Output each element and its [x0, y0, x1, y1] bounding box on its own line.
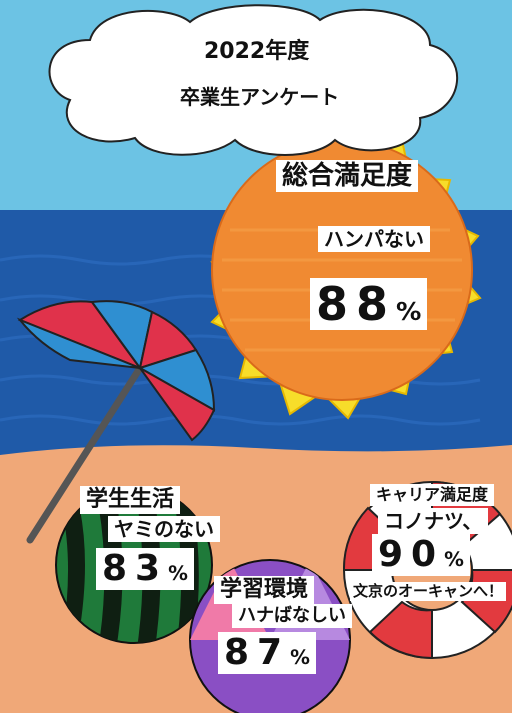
learning-env-unit: % — [290, 646, 310, 669]
career-value-box: 90% — [372, 534, 470, 576]
career-value: 90 — [378, 534, 445, 575]
learning-env-value-box: 87% — [218, 632, 316, 674]
learning-env-value: 87 — [224, 632, 291, 673]
cloud — [48, 4, 458, 156]
learning-env-title: 学習環境 — [214, 576, 315, 604]
overall-value: 88 — [316, 277, 397, 331]
overall-title: 総合満足度 — [276, 160, 419, 192]
overall-unit: % — [396, 297, 422, 326]
overall-value-box: 88% — [310, 277, 428, 331]
survey-title: 卒業生アンケート — [174, 84, 346, 110]
student-life-phrase: ヤミのない — [108, 516, 220, 542]
student-life-title: 学生生活 — [80, 486, 181, 514]
survey-year: 2022年度 — [198, 38, 316, 66]
beach-umbrella — [16, 300, 216, 442]
student-life-value: 83 — [102, 548, 169, 589]
career-title: キャリア満足度 — [370, 484, 495, 506]
student-life-value-box: 83% — [96, 548, 194, 590]
student-life-unit: % — [168, 562, 188, 585]
career-unit: % — [444, 548, 464, 571]
overall-phrase: ハンパない — [318, 226, 430, 252]
learning-env-phrase: ハナばなしい — [232, 604, 352, 628]
career-phrase: コノナツ、 — [378, 508, 489, 534]
umbrella-pole — [26, 364, 144, 544]
career-footer: 文京のオーキャンへ！ — [350, 582, 507, 601]
